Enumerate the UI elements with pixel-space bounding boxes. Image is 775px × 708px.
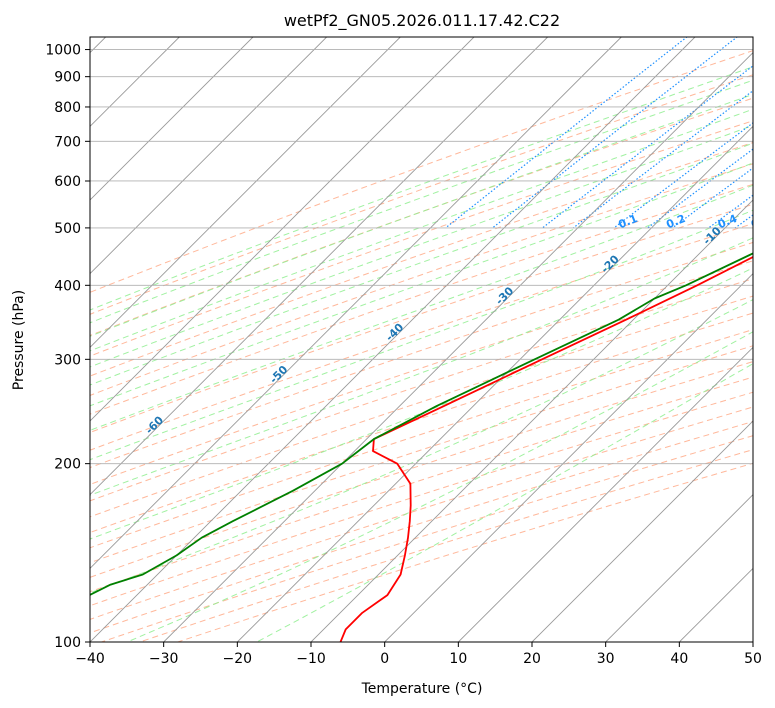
isotherm-line xyxy=(90,37,327,275)
temperature-trace xyxy=(339,255,753,642)
y-axis-label: Pressure (hPa) xyxy=(11,290,27,390)
x-tick-label: 30 xyxy=(597,651,615,667)
x-tick-label: −30 xyxy=(149,651,179,667)
dry-adiabat-line xyxy=(90,345,753,564)
moist-adiabat-line xyxy=(90,93,753,337)
isotherm-line xyxy=(458,346,753,642)
dry-adiabat-line xyxy=(90,376,753,593)
isotherm-line xyxy=(90,37,254,201)
dry-adiabat-line xyxy=(90,391,753,607)
x-tick-label: 40 xyxy=(670,651,688,667)
dewpoint-trace xyxy=(90,252,753,596)
isotherm-line xyxy=(90,37,401,348)
isotherm-line xyxy=(310,199,753,642)
x-tick-label: 50 xyxy=(744,651,762,667)
moist-adiabat-line xyxy=(90,66,753,311)
x-tick-label: 10 xyxy=(449,651,467,667)
isotherm-line xyxy=(237,125,753,642)
axis-ticks: −40 −30 −20 −10 0 10 20 30 40 50 100 200 300 400 500 60… xyxy=(45,43,762,667)
isotherm-line xyxy=(90,37,548,496)
moist-adiabat-line xyxy=(256,363,753,642)
isotherm-line xyxy=(163,52,753,642)
x-axis-label: Temperature (°C) xyxy=(361,681,483,697)
x-tick-label: −20 xyxy=(223,651,253,667)
y-tick-label: 100 xyxy=(54,635,81,651)
moist-adiabat-line xyxy=(90,79,753,324)
plot-frame xyxy=(89,36,754,643)
dry-adiabat-line xyxy=(90,183,753,415)
dry-adiabat-line xyxy=(90,142,753,377)
moist-adiabat-line xyxy=(90,184,753,431)
data-layer xyxy=(90,252,753,642)
y-tick-label: 1000 xyxy=(45,43,81,59)
moist-adiabat-line xyxy=(90,142,753,386)
y-tick-label: 300 xyxy=(54,352,81,368)
isotherm-line xyxy=(384,273,753,642)
isotherm-line xyxy=(90,37,696,642)
y-tick-label: 200 xyxy=(54,457,81,473)
mixing-ratio-label: 0.6 xyxy=(749,212,772,231)
isotherm-line xyxy=(90,37,622,569)
y-tick-label: 700 xyxy=(54,134,81,150)
y-tick-label: 500 xyxy=(54,221,81,237)
y-tick-label: 900 xyxy=(54,70,81,86)
dry-adiabat-line xyxy=(90,163,753,396)
x-tick-label: −40 xyxy=(75,651,105,667)
dry-adiabat-line xyxy=(90,278,753,502)
isotherm-line xyxy=(531,420,753,642)
x-tick-label: −10 xyxy=(296,651,326,667)
x-tick-label: 0 xyxy=(380,651,389,667)
mixing-ratio-line xyxy=(613,122,753,229)
chart-title: wetPf2_GN05.2026.011.17.42.C22 xyxy=(284,11,560,31)
isotherm-line xyxy=(605,494,753,642)
y-tick-label: 800 xyxy=(54,100,81,116)
mixing-ratio-line xyxy=(445,37,688,229)
moist-adiabat-line xyxy=(90,162,753,407)
dry-adiabat-line xyxy=(90,260,753,485)
mixing-ratio-line xyxy=(542,65,753,229)
y-tick-label: 400 xyxy=(54,278,81,294)
moist-adiabat-line xyxy=(90,299,753,594)
isotherm-line xyxy=(90,37,475,422)
mixing-ratio-line xyxy=(572,89,753,229)
dry-adiabat-line xyxy=(90,312,753,534)
y-tick-label: 600 xyxy=(54,174,81,190)
x-tick-label: 20 xyxy=(523,651,541,667)
grid-layer xyxy=(90,37,753,642)
moist-adiabat-line xyxy=(90,237,753,496)
dry-adiabat-line xyxy=(90,50,753,293)
dry-adiabat-line xyxy=(90,223,753,451)
